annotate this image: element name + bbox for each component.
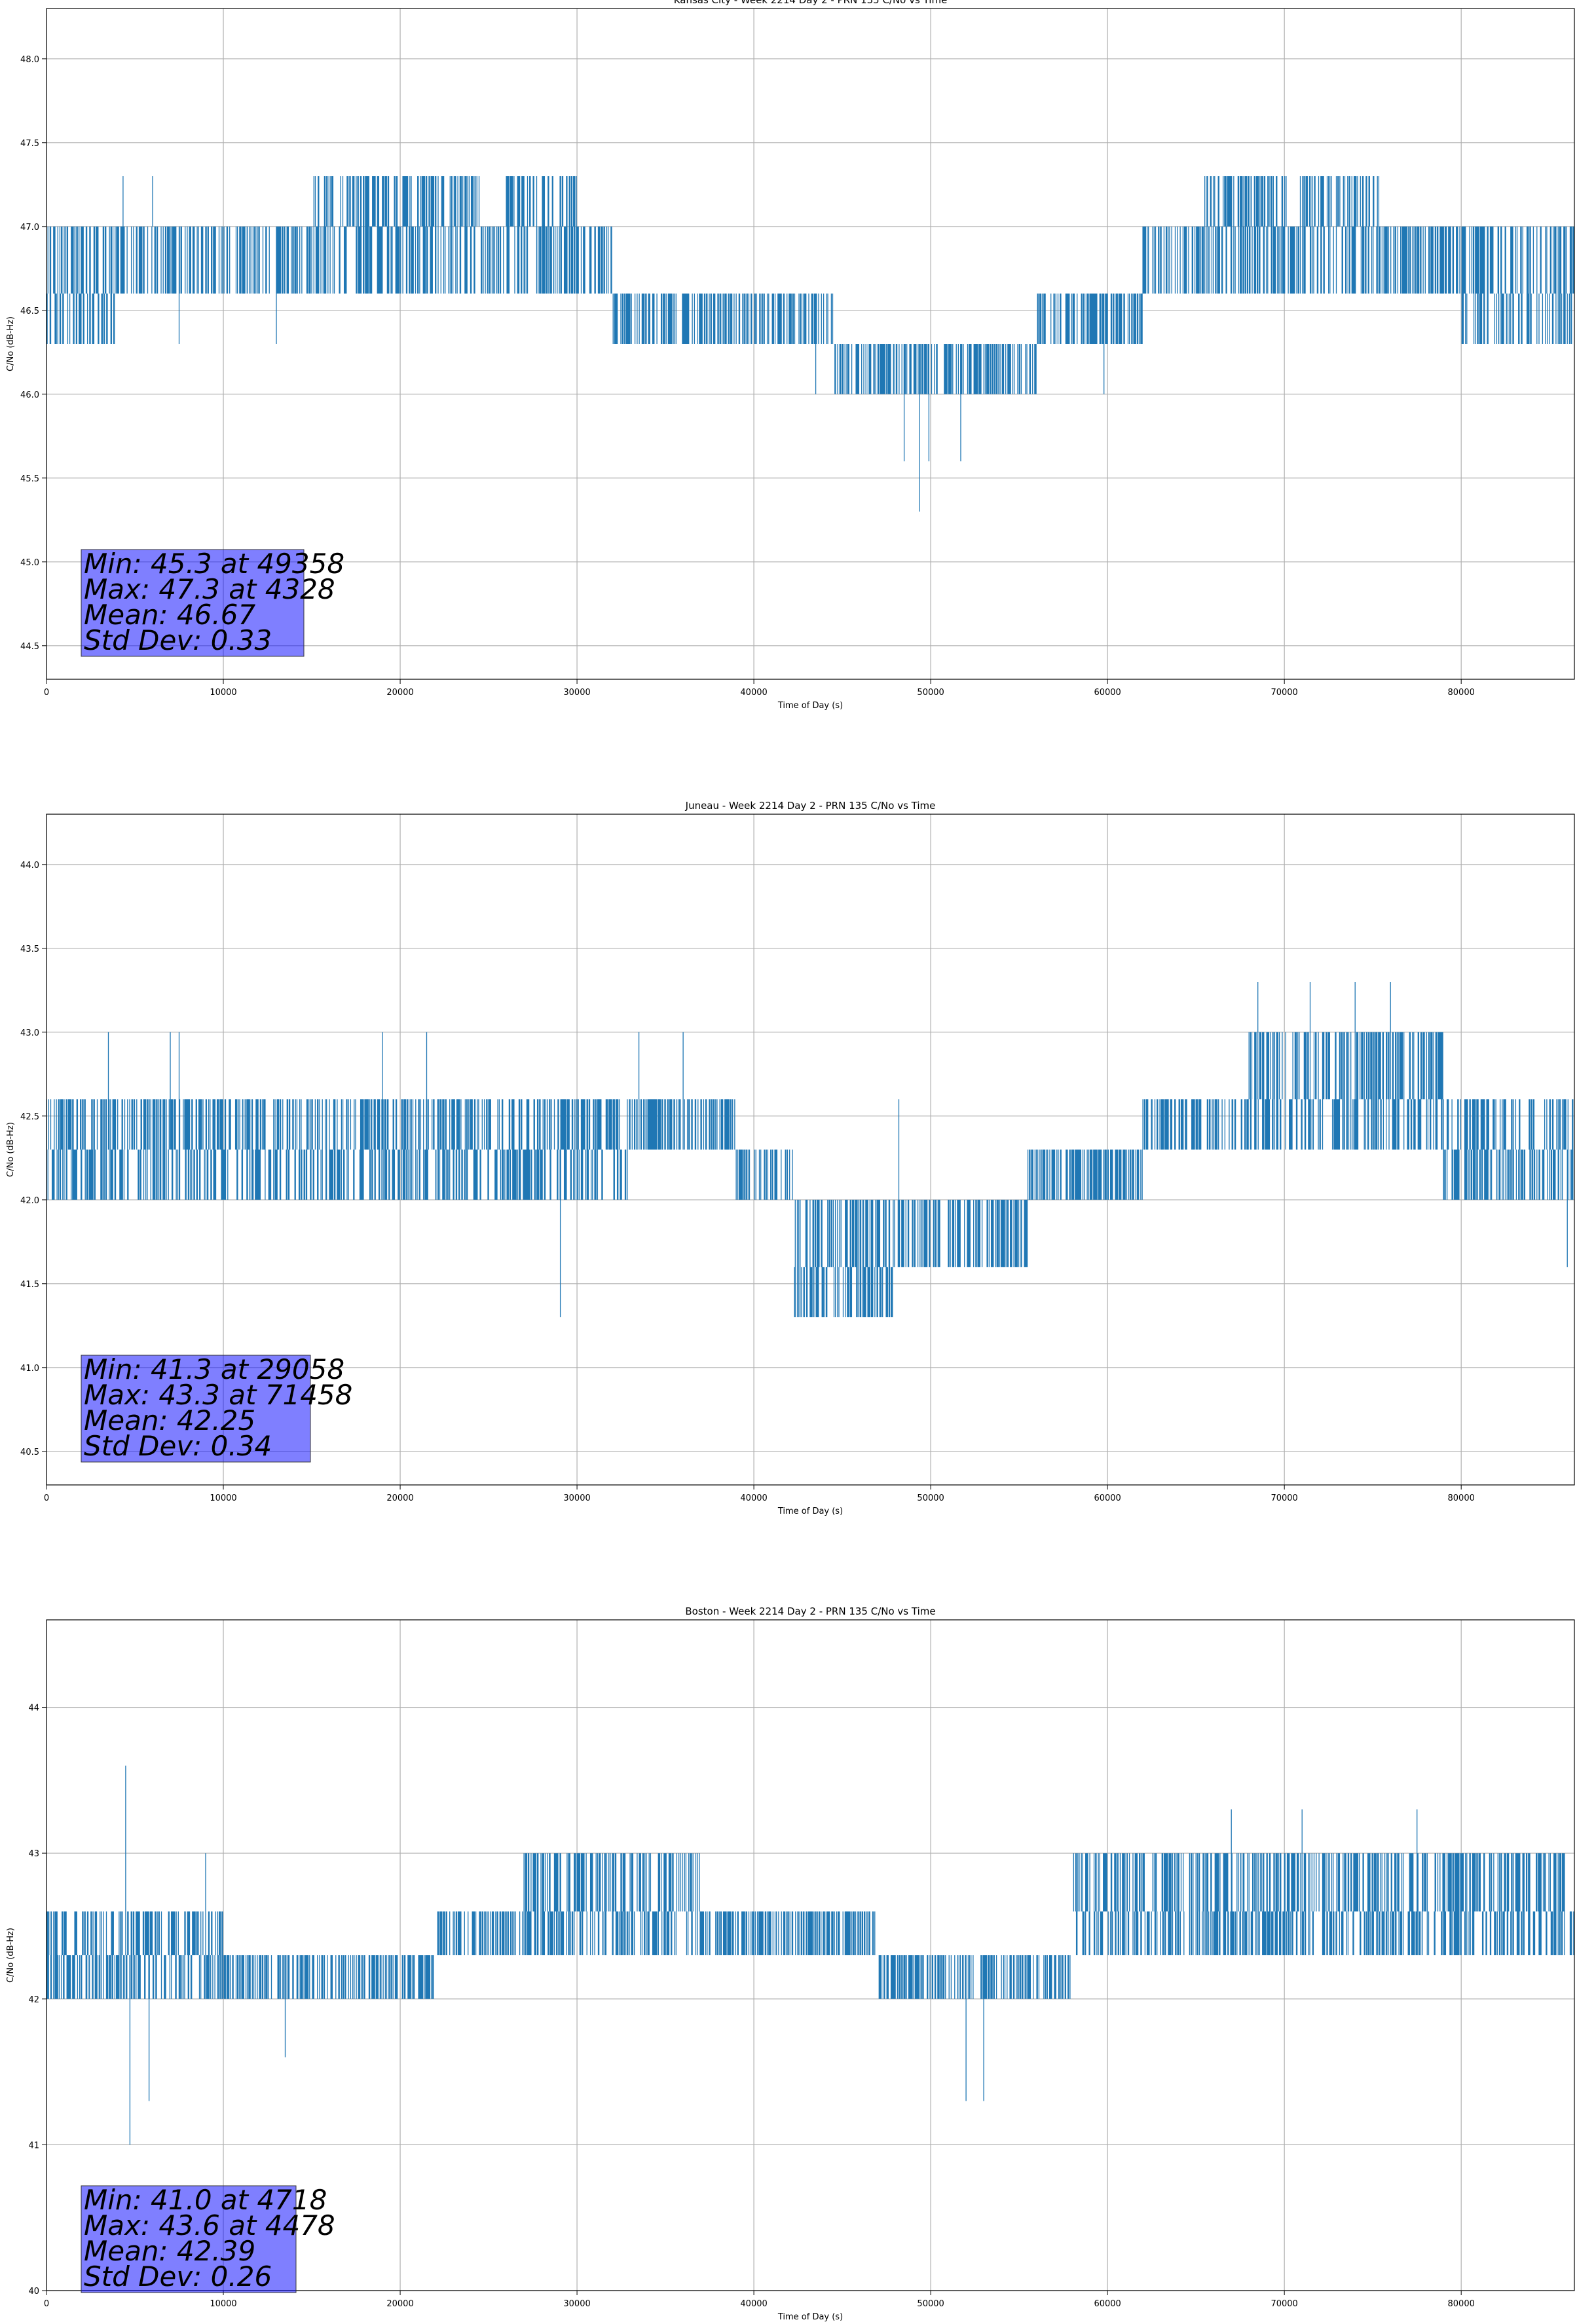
- x-axis-label: Time of Day (s): [777, 2312, 843, 2322]
- y-tick-label: 44.5: [20, 642, 39, 652]
- stats-box: Min: 41.3 at 29058 Max: 43.3 at 71458 Me…: [81, 1353, 352, 1463]
- x-axis-label: Time of Day (s): [777, 1507, 843, 1516]
- stat-max: Max: 43.6 at 4478: [84, 2209, 335, 2241]
- stats-box-background: [81, 1355, 311, 1463]
- x-tick-label: 80000: [1448, 1493, 1475, 1503]
- stats-box-background: [81, 2185, 297, 2293]
- x-tick-label: 50000: [917, 1493, 944, 1503]
- stat-min: Min: 41.0 at 4718: [84, 2184, 327, 2216]
- stat-min: Min: 41.3 at 29058: [84, 1353, 344, 1385]
- stat-max: Max: 43.3 at 71458: [84, 1379, 352, 1411]
- x-tick-label: 80000: [1448, 2299, 1475, 2309]
- y-tick-label: 43.5: [20, 945, 39, 954]
- chart-panel-boston: Boston - Week 2214 Day 2 - PRN 135 C/No …: [6, 1605, 1575, 2322]
- chart-title: Boston - Week 2214 Day 2 - PRN 135 C/No …: [685, 1605, 935, 1617]
- plot-frame: [46, 8, 1575, 680]
- chart-panel-kansas-city: Kansas City - Week 2214 Day 2 - PRN 135 …: [6, 0, 1575, 711]
- y-axis-label: C/No (dB-Hz): [6, 1928, 16, 1983]
- x-tick-label: 70000: [1271, 2299, 1297, 2309]
- x-tick-label: 10000: [210, 688, 236, 698]
- y-tick-label: 48.0: [20, 55, 39, 65]
- x-tick-label: 10000: [210, 1493, 236, 1503]
- stat-std-dev: Std Dev: 0.26: [84, 2260, 272, 2293]
- plot-frame: [46, 1619, 1575, 2291]
- x-tick-label: 20000: [386, 688, 413, 698]
- y-tick-label: 46.5: [20, 307, 39, 316]
- x-tick-label: 40000: [740, 2299, 767, 2309]
- x-tick-label: 40000: [740, 688, 767, 698]
- y-tick-label: 40: [28, 2287, 39, 2296]
- stat-mean: Mean: 46.67: [84, 599, 255, 631]
- chart-title: Juneau - Week 2214 Day 2 - PRN 135 C/No …: [685, 800, 936, 812]
- plot-frame: [46, 814, 1575, 1486]
- x-tick-label: 0: [44, 1493, 49, 1503]
- stats-box: Min: 41.0 at 4718 Max: 43.6 at 4478 Mean…: [81, 2184, 335, 2293]
- stat-mean: Mean: 42.39: [84, 2235, 255, 2267]
- x-axis-label: Time of Day (s): [777, 701, 843, 711]
- stat-max: Max: 47.3 at 4328: [84, 573, 335, 605]
- x-tick-label: 40000: [740, 1493, 767, 1503]
- y-tick-label: 45.0: [20, 558, 39, 568]
- y-tick-label: 43: [28, 1849, 39, 1859]
- y-tick-label: 45.5: [20, 474, 39, 484]
- y-tick-label: 41.0: [20, 1364, 39, 1374]
- x-tick-label: 0: [44, 688, 49, 698]
- x-tick-label: 80000: [1448, 688, 1475, 698]
- series-line: [46, 1765, 1574, 2145]
- y-tick-label: 41: [28, 2141, 39, 2150]
- x-tick-label: 60000: [1094, 1493, 1121, 1503]
- y-axis-label: C/No (dB-Hz): [6, 316, 16, 371]
- x-tick-label: 30000: [563, 688, 590, 698]
- x-tick-label: 30000: [563, 2299, 590, 2309]
- x-tick-label: 50000: [917, 2299, 944, 2309]
- y-tick-label: 42.5: [20, 1112, 39, 1122]
- x-tick-label: 30000: [563, 1493, 590, 1503]
- y-tick-label: 44: [28, 1704, 39, 1714]
- x-tick-label: 50000: [917, 688, 944, 698]
- y-tick-label: 40.5: [20, 1448, 39, 1457]
- x-tick-label: 10000: [210, 2299, 236, 2309]
- y-tick-label: 44.0: [20, 861, 39, 871]
- x-tick-label: 60000: [1094, 2299, 1121, 2309]
- y-tick-label: 46.0: [20, 390, 39, 400]
- x-tick-label: 20000: [386, 2299, 413, 2309]
- stat-std-dev: Std Dev: 0.34: [84, 1430, 272, 1462]
- y-tick-label: 47.5: [20, 139, 39, 149]
- y-tick-label: 42.0: [20, 1196, 39, 1206]
- stat-std-dev: Std Dev: 0.33: [84, 624, 272, 656]
- chart-panel-juneau: Juneau - Week 2214 Day 2 - PRN 135 C/No …: [6, 800, 1575, 1516]
- y-tick-label: 43.0: [20, 1028, 39, 1038]
- stat-mean: Mean: 42.25: [84, 1404, 255, 1436]
- y-tick-label: 47.0: [20, 223, 39, 233]
- x-tick-label: 70000: [1271, 1493, 1297, 1503]
- y-axis-label: C/No (dB-Hz): [6, 1122, 16, 1177]
- chart-title: Kansas City - Week 2214 Day 2 - PRN 135 …: [674, 0, 948, 6]
- stats-box-background: [81, 549, 305, 657]
- stat-min: Min: 45.3 at 49358: [84, 548, 344, 580]
- x-tick-label: 60000: [1094, 688, 1121, 698]
- x-tick-label: 0: [44, 2299, 49, 2309]
- y-tick-label: 42: [28, 1995, 39, 2005]
- x-tick-label: 70000: [1271, 688, 1297, 698]
- x-tick-label: 20000: [386, 1493, 413, 1503]
- y-tick-label: 41.5: [20, 1280, 39, 1290]
- stats-box: Min: 45.3 at 49358 Max: 47.3 at 4328 Mea…: [81, 548, 344, 657]
